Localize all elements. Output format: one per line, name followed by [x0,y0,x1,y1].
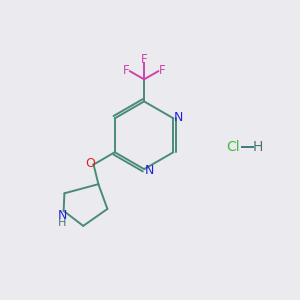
Text: H: H [252,140,263,154]
Text: N: N [58,209,67,222]
Text: Cl: Cl [226,140,240,154]
Text: H: H [58,218,67,228]
Text: O: O [85,157,95,170]
Text: F: F [141,53,147,66]
Text: N: N [174,111,183,124]
Text: F: F [159,64,165,77]
Text: F: F [123,64,130,77]
Text: N: N [145,164,154,177]
